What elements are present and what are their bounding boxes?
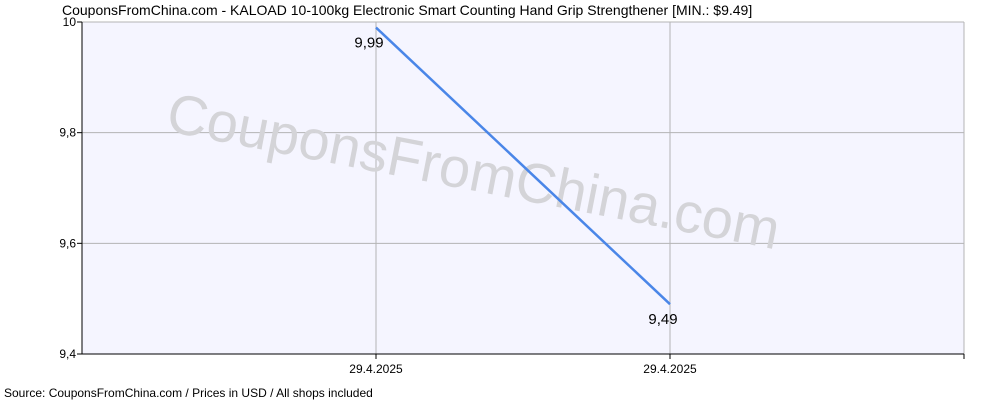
y-tick-label: 9,4 <box>59 347 76 361</box>
data-label: 9,49 <box>648 311 677 328</box>
axes <box>77 21 965 359</box>
tick-labels: 9,4 9,6 9,8 10 29.4.2025 29.4.2025 9,99 9,49 <box>59 15 697 376</box>
source-note: Source: CouponsFromChina.com / Prices in… <box>4 386 373 400</box>
y-tick-label: 9,8 <box>59 126 76 140</box>
x-tick-label: 29.4.2025 <box>643 362 697 376</box>
plot-area <box>82 22 964 354</box>
y-tick-label: 10 <box>63 15 77 29</box>
grid-lines <box>82 21 965 354</box>
x-tick-label: 29.4.2025 <box>349 362 403 376</box>
series-layer <box>375 26 671 306</box>
y-tick-label: 9,6 <box>59 236 76 250</box>
chart-title: CouponsFromChina.com - KALOAD 10-100kg E… <box>62 2 752 18</box>
data-label: 9,99 <box>354 35 383 52</box>
series-line <box>375 26 671 306</box>
